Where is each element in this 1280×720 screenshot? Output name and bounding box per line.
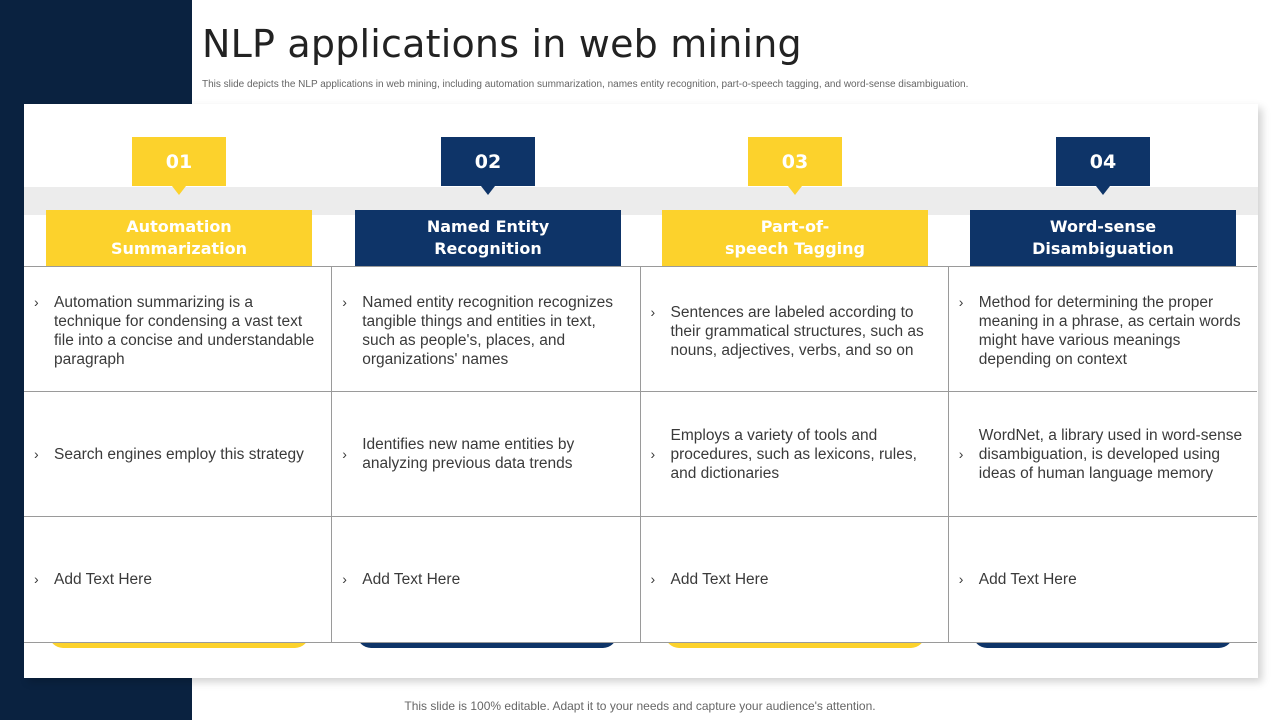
table-cell: › Employs a variety of tools and procedur…	[640, 392, 949, 517]
table-cell: › Method for determining the proper meani…	[948, 267, 1257, 392]
table-cell: › Search engines employ this strategy	[24, 392, 333, 517]
chevron-right-icon: ›	[34, 445, 39, 462]
step-number-03: 03	[748, 137, 842, 195]
table-cell: › Add Text Here	[332, 517, 641, 642]
table-cell: › WordNet, a library used in word-sense d…	[948, 392, 1257, 517]
slide-footer: This slide is 100% editable. Adapt it to…	[404, 699, 876, 713]
slide-subtitle: This slide depicts the NLP applications …	[202, 79, 969, 90]
chevron-right-icon: ›	[650, 571, 656, 587]
chevron-right-icon: ›	[958, 294, 964, 310]
column-header-automation-summarization: Automation Summarization	[46, 210, 312, 266]
table-cell: › Add Text Here	[24, 517, 333, 642]
table-cell: › Automation summarizing is a technique f…	[24, 267, 333, 392]
table-cell: › Add Text Here	[958, 571, 1077, 588]
chevron-right-icon: ›	[342, 445, 347, 462]
table-cell: › Add Text Here	[641, 517, 949, 642]
chevron-right-icon: ›	[958, 571, 964, 587]
description-grid: › Automation summarizing is a technique f…	[24, 266, 1257, 643]
column-header-named-entity-recognition: Named Entity Recognition	[355, 210, 621, 266]
chevron-right-icon: ›	[650, 445, 656, 462]
chevron-right-icon: ›	[650, 304, 656, 320]
table-cell: › Sentences are labeled according to thei…	[640, 267, 949, 392]
slide-title: NLP applications in web mining	[202, 22, 802, 66]
column-header-part-of-speech-tagging: Part-of-speech Tagging	[662, 210, 928, 266]
table-cell: › Named entity recognition recognizes tan…	[332, 267, 641, 392]
step-number-02: 02	[441, 137, 535, 195]
chevron-right-icon: ›	[342, 571, 347, 587]
column-header-word-sense-disambiguation: Word-sense Disambiguation	[970, 210, 1236, 266]
chevron-right-icon: ›	[342, 294, 347, 310]
step-number-01: 01	[132, 137, 226, 195]
chevron-right-icon: ›	[34, 571, 39, 587]
content-card: 01 02 03 04 Automation Summarization Name…	[24, 104, 1258, 678]
step-number-04: 04	[1056, 137, 1150, 195]
chevron-right-icon: ›	[958, 445, 964, 462]
table-cell: › Identifies new name entities by analyzi…	[332, 392, 641, 517]
chevron-right-icon: ›	[34, 294, 39, 310]
